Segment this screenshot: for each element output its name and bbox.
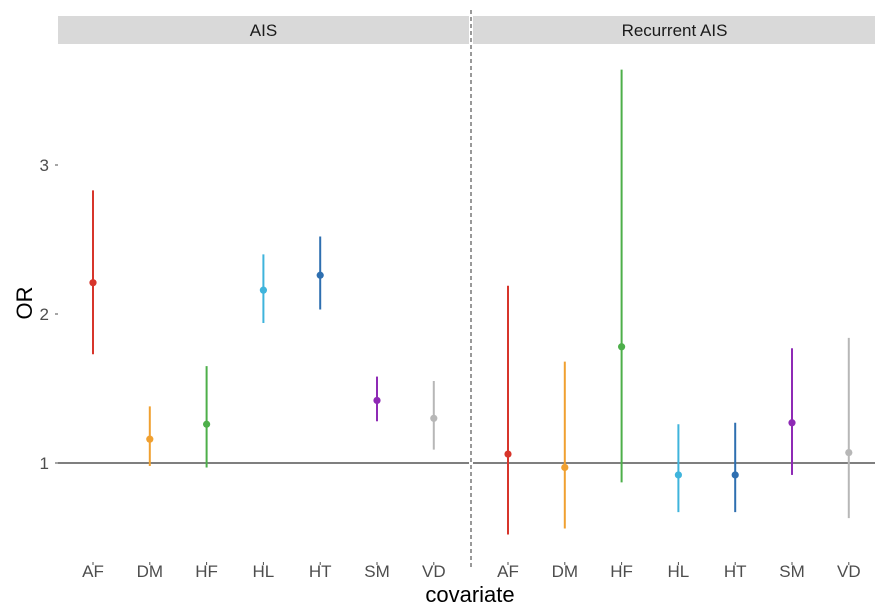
x-axis-title: covariate [425,582,514,606]
facet-strips: AIS Recurrent AIS [58,16,875,44]
point-vd-p2 [845,448,853,457]
x-tick-label: HL [668,562,690,581]
point-hf-p1 [203,420,211,428]
point-dm-p2 [561,463,569,472]
x-tick-label: HL [253,562,275,581]
point-dm-p1 [146,435,154,443]
y-tick-label: 2 [40,305,49,324]
x-tick-label: AF [82,562,104,581]
x-axis: AF DM HF HL HT SM VD AF DM HF HL HT SM VD [82,562,861,581]
y-tick-label: 1 [40,454,49,473]
x-tick-label: HF [610,562,633,581]
point-ht-p2 [731,471,739,479]
x-tick-label: DM [137,562,163,581]
strip-background-2 [473,16,875,44]
point-vd-p1 [430,414,438,422]
y-axis: 1 2 3 [40,156,58,473]
strip-background-1 [58,16,469,44]
point-hf-p2 [618,343,626,351]
point-hl-p2 [674,471,683,479]
x-tick-label: HT [309,562,332,581]
x-tick-label: SM [779,562,805,581]
chart-marks [89,69,853,535]
point-sm-p1 [373,396,381,405]
point-af-p2 [504,450,512,458]
x-tick-label: VD [837,562,861,581]
y-axis-title: OR [12,287,37,320]
x-tick-label: SM [364,562,390,581]
x-tick-label: HT [724,562,747,581]
x-tick-label: AF [497,562,519,581]
x-tick-label: HF [195,562,218,581]
point-ht-p1 [316,271,324,279]
strip-label-1: AIS [250,21,277,40]
point-af-p1 [89,279,97,287]
x-tick-label: VD [422,562,446,581]
point-sm-p2 [788,419,796,427]
y-tick-label: 3 [40,156,49,175]
strip-label-2: Recurrent AIS [622,21,728,40]
x-tick-label: DM [552,562,578,581]
point-hl-p1 [259,286,267,294]
